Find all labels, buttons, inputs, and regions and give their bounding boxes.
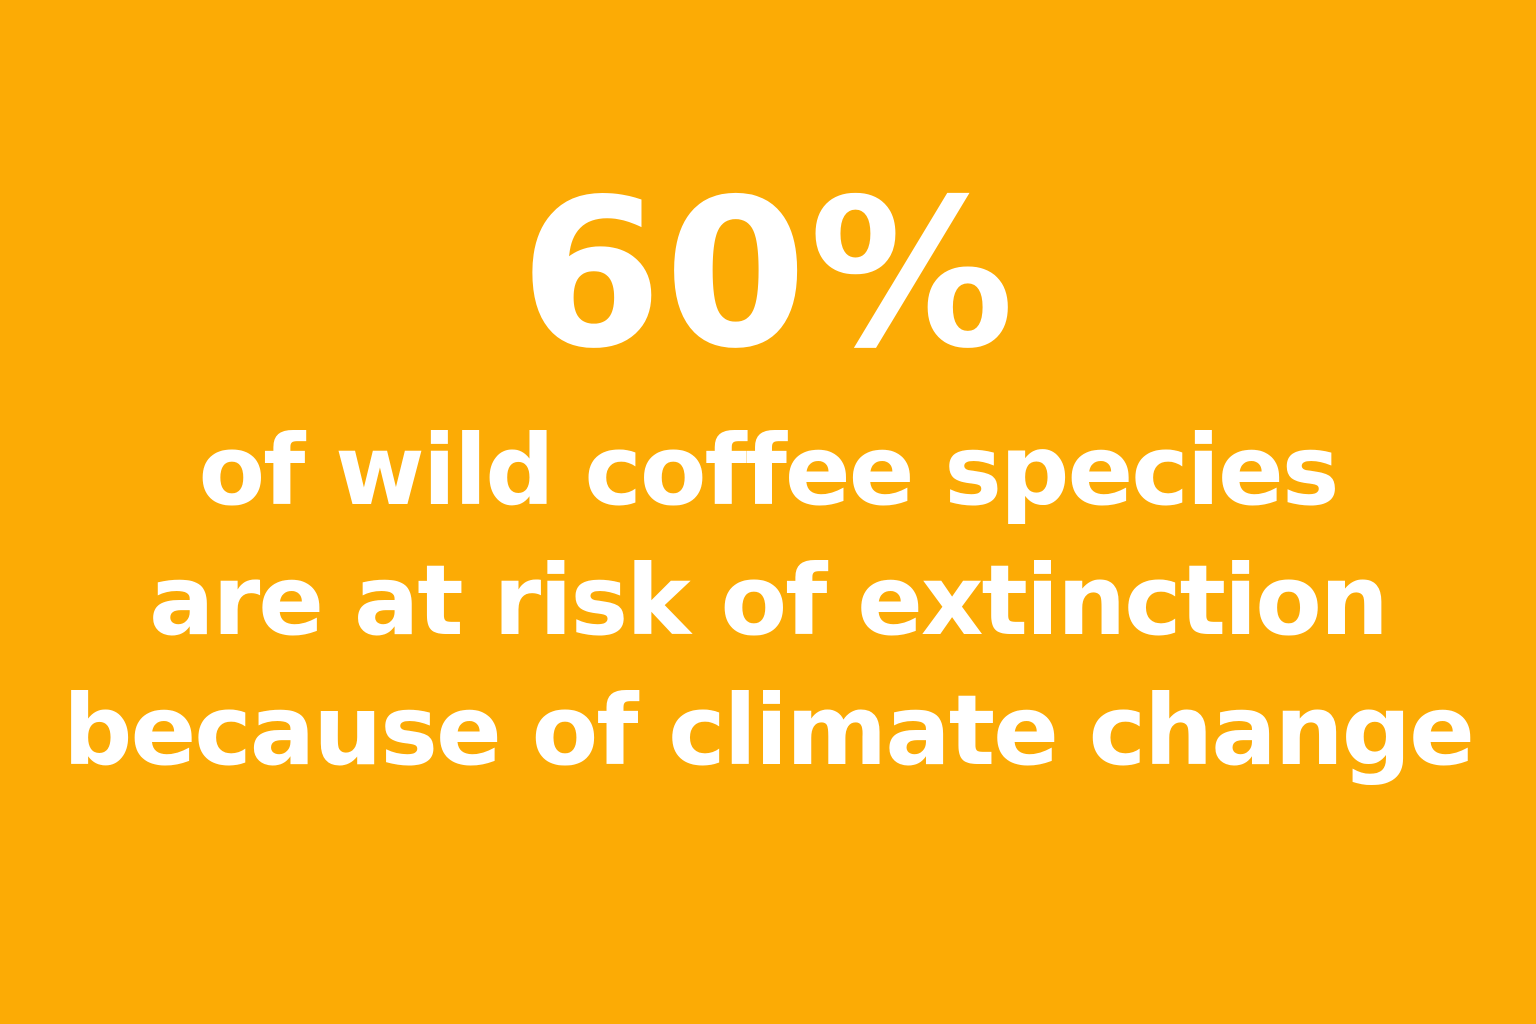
stat-value: 60%: [519, 156, 1017, 395]
stat-line-2: are at risk of extinction: [148, 544, 1389, 658]
stat-line-3: because of climate change: [63, 673, 1475, 787]
stat-line-1: of wild coffee species: [198, 414, 1339, 528]
stat-text: of wild coffee species are at risk of ex…: [63, 406, 1475, 796]
